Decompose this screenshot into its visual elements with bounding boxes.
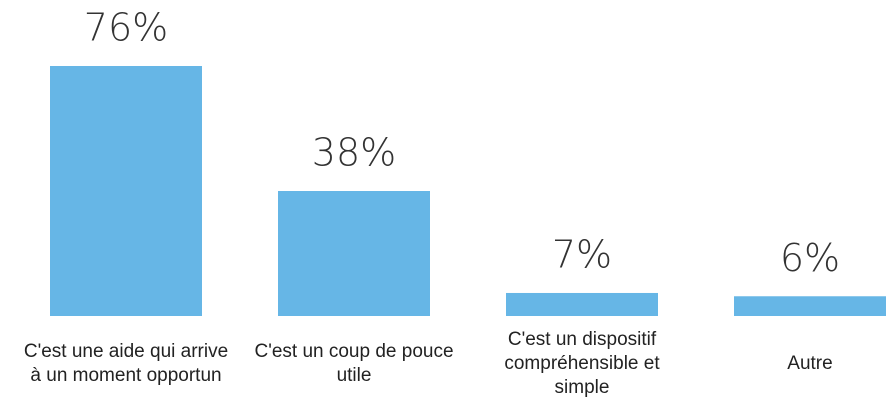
category-label: C'est un dispositif compréhensible et si… — [504, 329, 660, 398]
bar — [506, 292, 658, 316]
bar — [734, 296, 886, 316]
value-label: 6% — [780, 236, 840, 280]
category-label: C'est une aide qui arrive à un moment op… — [23, 341, 229, 386]
value-label: 76% — [84, 6, 168, 50]
category-label: Autre — [787, 353, 833, 374]
bar — [278, 191, 430, 316]
category-label: C'est un coup de pouce utile — [254, 341, 454, 386]
value-label: 38% — [312, 131, 396, 175]
bar — [50, 66, 202, 316]
value-label: 7% — [552, 232, 612, 276]
